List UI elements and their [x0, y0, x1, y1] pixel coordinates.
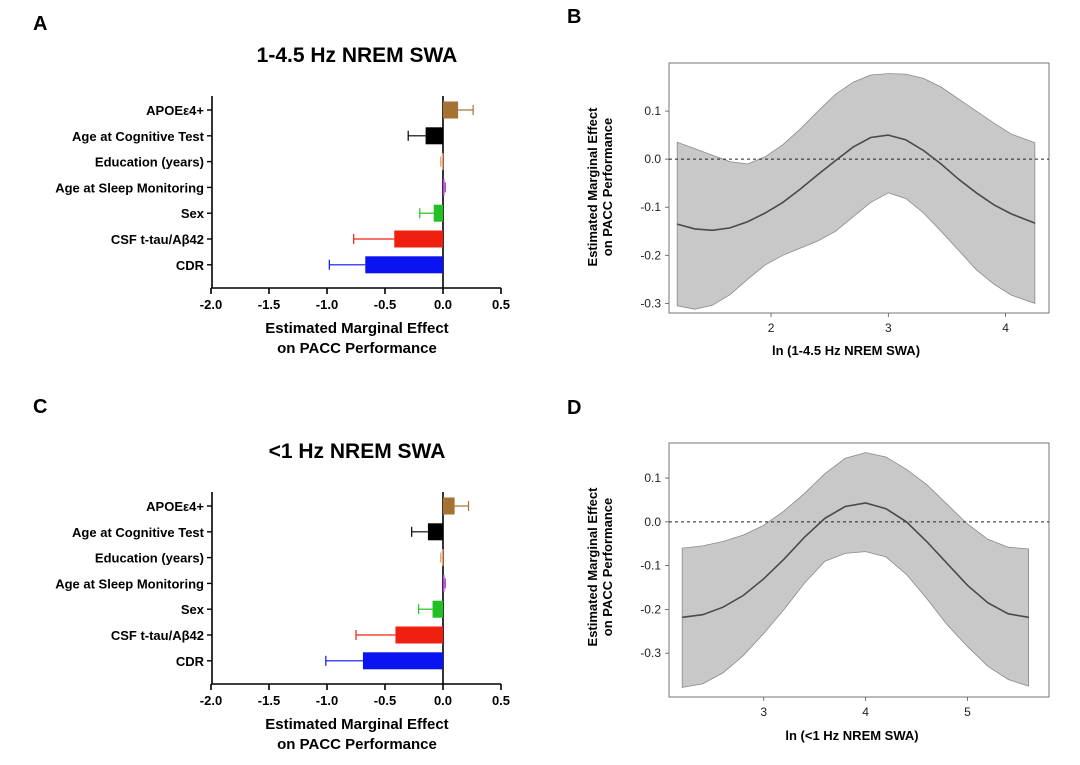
category-label: Sex	[181, 602, 205, 617]
category-label: APOEε4+	[146, 103, 204, 118]
y-axis-label-line2: on PACC Performance	[600, 498, 615, 636]
panel-letter-a: A	[33, 13, 47, 35]
x-tick-label: 5	[964, 705, 971, 719]
panel-letter-b: B	[567, 6, 581, 28]
x-axis-label-line1: Estimated Marginal Effect	[265, 320, 448, 337]
bar-chart-panel-c: <1 Hz NREM SWA Estimated Marginal Effect…	[55, 440, 510, 753]
confidence-band	[676, 73, 1036, 310]
y-tick-label: 0.1	[644, 471, 661, 485]
category-label: APOEε4+	[146, 499, 204, 514]
y-tick-label: 0.1	[644, 104, 661, 118]
bar	[441, 153, 444, 171]
chart-title: <1 Hz NREM SWA	[269, 440, 446, 463]
y-tick-label: 0.0	[644, 152, 661, 166]
y-tick-label: -0.3	[640, 646, 661, 660]
y-axis-label-line2: on PACC Performance	[600, 118, 615, 256]
bar-chart-panel-a: 1-4.5 Hz NREM SWA Estimated Marginal Eff…	[55, 44, 510, 357]
x-tick-label: 0.0	[434, 297, 452, 312]
y-axis-label-line1: Estimated Marginal Effect	[585, 487, 600, 647]
category-label: Sex	[181, 206, 205, 221]
category-label: CDR	[176, 654, 205, 669]
category-label: Age at Cognitive Test	[72, 525, 205, 540]
bar	[362, 652, 443, 670]
estimate-line	[676, 134, 1036, 232]
bar	[395, 626, 443, 644]
x-axis-label: ln (<1 Hz NREM SWA)	[785, 728, 918, 743]
y-tick-label: -0.2	[640, 248, 661, 262]
line-chart-panel-b: Estimated Marginal Effect on PACC Perfor…	[585, 62, 1050, 358]
estimate-line	[682, 502, 1029, 619]
y-tick-label: -0.1	[640, 200, 661, 214]
y-axis-label-line1: Estimated Marginal Effect	[585, 107, 600, 267]
panel-letter-d: D	[567, 397, 581, 419]
x-tick-label: 4	[1002, 321, 1009, 335]
x-tick-label: 3	[885, 321, 892, 335]
y-tick-label: -0.2	[640, 602, 661, 616]
x-tick-label: 0.5	[492, 297, 510, 312]
bar	[365, 256, 443, 274]
bar	[441, 549, 444, 567]
y-tick-label: -0.1	[640, 559, 661, 573]
category-label: CSF t-tau/Aβ42	[111, 232, 204, 247]
x-tick-label: 4	[862, 705, 869, 719]
x-tick-label: -1.5	[258, 693, 280, 708]
x-tick-label: -0.5	[374, 693, 396, 708]
bar	[433, 204, 443, 222]
bar	[443, 101, 459, 119]
x-tick-label: 2	[768, 321, 775, 335]
x-tick-label: -1.0	[316, 297, 338, 312]
category-label: Age at Sleep Monitoring	[55, 576, 204, 591]
bar	[425, 127, 443, 145]
x-tick-label: 3	[760, 705, 767, 719]
category-label: CSF t-tau/Aβ42	[111, 628, 204, 643]
x-tick-label: 0.5	[492, 693, 510, 708]
panel-letter-c: C	[33, 396, 47, 418]
bar	[394, 230, 443, 248]
category-label: Age at Cognitive Test	[72, 129, 205, 144]
x-axis-label: ln (1-4.5 Hz NREM SWA)	[772, 343, 920, 358]
bar	[443, 178, 445, 196]
category-label: Education (years)	[95, 155, 204, 170]
x-tick-label: -2.0	[200, 693, 222, 708]
x-tick-label: -2.0	[200, 297, 222, 312]
x-tick-label: -1.5	[258, 297, 280, 312]
bar	[432, 600, 443, 618]
x-tick-label: -1.0	[316, 693, 338, 708]
x-axis-label-line1: Estimated Marginal Effect	[265, 716, 448, 733]
confidence-band	[681, 452, 1029, 688]
x-tick-label: 0.0	[434, 693, 452, 708]
category-label: CDR	[176, 258, 205, 273]
line-chart-panel-d: Estimated Marginal Effect on PACC Perfor…	[585, 442, 1050, 743]
bar	[443, 574, 445, 592]
x-tick-label: -0.5	[374, 297, 396, 312]
category-label: Age at Sleep Monitoring	[55, 180, 204, 195]
y-tick-label: -0.3	[640, 296, 661, 310]
bar	[427, 523, 443, 541]
bar	[443, 497, 455, 515]
x-axis-label-line2: on PACC Performance	[277, 340, 437, 357]
chart-title: 1-4.5 Hz NREM SWA	[257, 44, 458, 67]
y-tick-label: 0.0	[644, 515, 661, 529]
x-axis-label-line2: on PACC Performance	[277, 736, 437, 753]
category-label: Education (years)	[95, 551, 204, 566]
